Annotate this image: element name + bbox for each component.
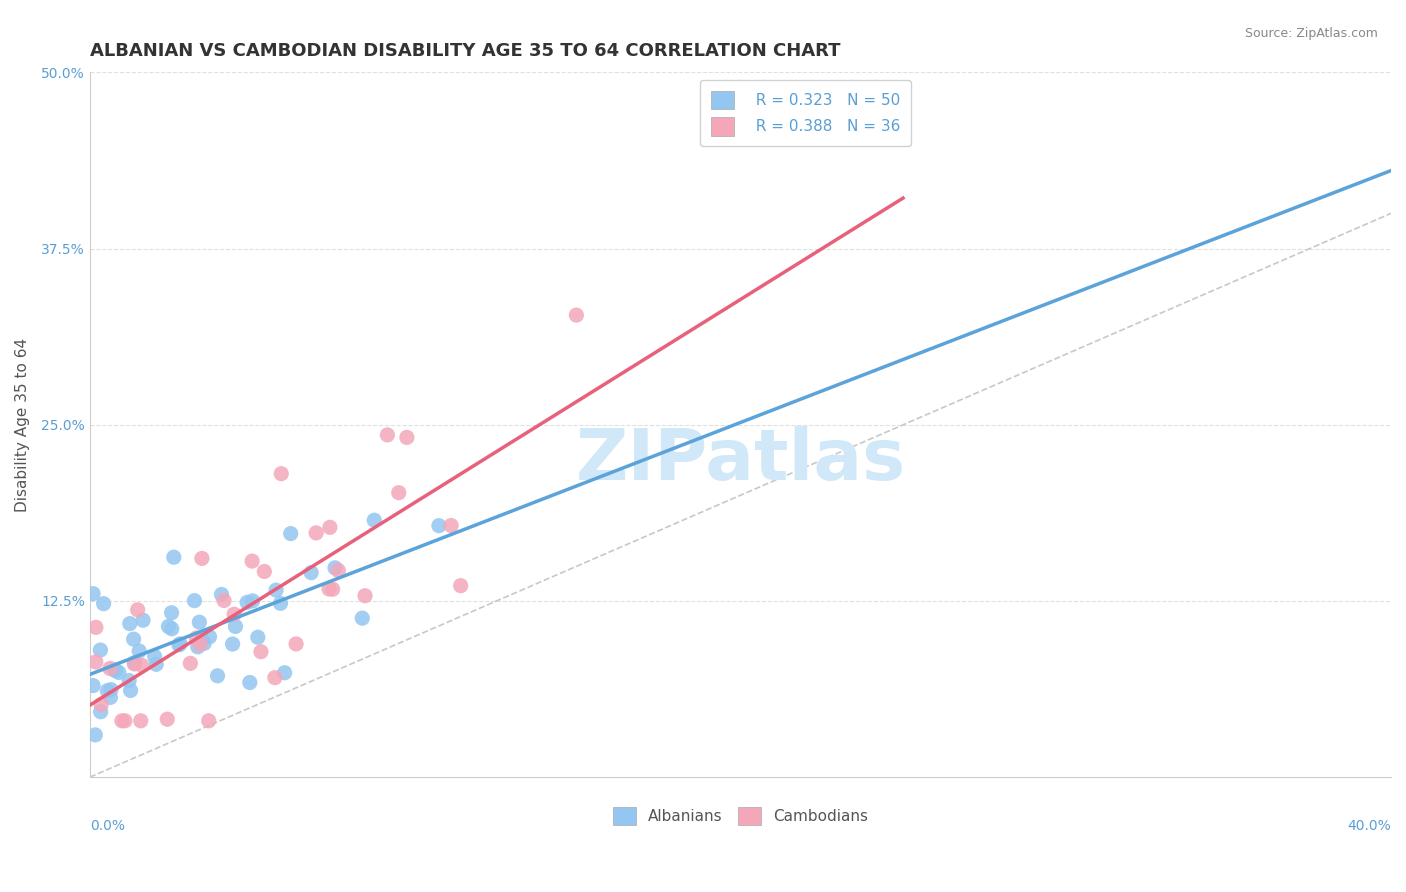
Point [156,712,179,726]
Point [98,661,121,675]
Point [240,554,263,568]
Text: 40.0%: 40.0% [1347,820,1391,833]
Text: Source: ZipAtlas.com: Source: ZipAtlas.com [1244,27,1378,40]
Point [90,698,112,712]
Point [114,714,136,728]
Point [224,607,246,622]
Point [319,520,342,534]
Point [118,673,141,688]
Point [253,565,276,579]
Point [188,637,211,651]
Point [250,645,273,659]
Point [160,622,183,636]
Point [363,513,385,527]
Point [96,683,118,698]
Point [118,616,141,631]
Point [128,644,150,658]
Point [323,561,346,575]
Point [270,467,292,481]
Point [285,637,308,651]
Point [322,582,344,597]
Point [193,636,215,650]
Point [354,589,377,603]
Legend: Albanians, Cambodians: Albanians, Cambodians [605,799,876,833]
Point [388,485,411,500]
Point [198,630,221,644]
Point [131,658,153,673]
Point [440,518,463,533]
Point [93,597,115,611]
Text: 0.0%: 0.0% [90,820,125,833]
Point [188,615,211,630]
Point [84,655,107,669]
Point [305,525,328,540]
Point [89,643,111,657]
Point [167,638,190,652]
Point [565,308,588,322]
Point [129,714,152,728]
Point [84,620,107,634]
Point [120,683,142,698]
Point [239,675,262,690]
Point [242,594,264,608]
Text: ZIPatlas: ZIPatlas [575,425,905,494]
Point [318,582,340,596]
Point [212,593,235,607]
Point [124,657,146,671]
Point [163,550,186,565]
Point [82,679,104,693]
Point [90,705,112,719]
Point [263,671,285,685]
Point [211,587,233,601]
Point [191,551,214,566]
Point [236,595,259,609]
Point [273,665,295,680]
Point [328,564,350,578]
Point [145,657,167,672]
Point [187,640,209,654]
Point [100,690,122,705]
Point [221,637,243,651]
Point [224,619,246,633]
Point [124,656,146,670]
Point [104,664,127,678]
Point [191,633,214,648]
Point [84,728,107,742]
Text: ALBANIAN VS CAMBODIAN DISABILITY AGE 35 TO 64 CORRELATION CHART: ALBANIAN VS CAMBODIAN DISABILITY AGE 35 … [90,42,841,60]
Point [246,630,269,644]
Point [197,714,219,728]
Point [450,579,472,593]
Point [108,665,131,680]
Point [132,613,155,627]
Point [100,682,122,697]
Point [122,632,145,647]
Point [143,649,166,664]
Point [395,430,418,444]
Point [82,587,104,601]
Point [427,518,450,533]
Point [157,619,180,633]
Point [377,428,399,442]
Point [127,603,149,617]
Point [352,611,374,625]
Point [111,714,134,728]
Point [299,566,322,580]
Point [186,631,208,645]
Point [169,637,191,651]
Point [264,583,287,598]
Point [104,663,127,677]
Point [179,657,201,671]
Point [207,669,229,683]
Point [270,596,292,610]
Point [183,593,205,607]
Y-axis label: Disability Age 35 to 64: Disability Age 35 to 64 [15,338,30,512]
Point [280,526,302,541]
Point [160,606,183,620]
